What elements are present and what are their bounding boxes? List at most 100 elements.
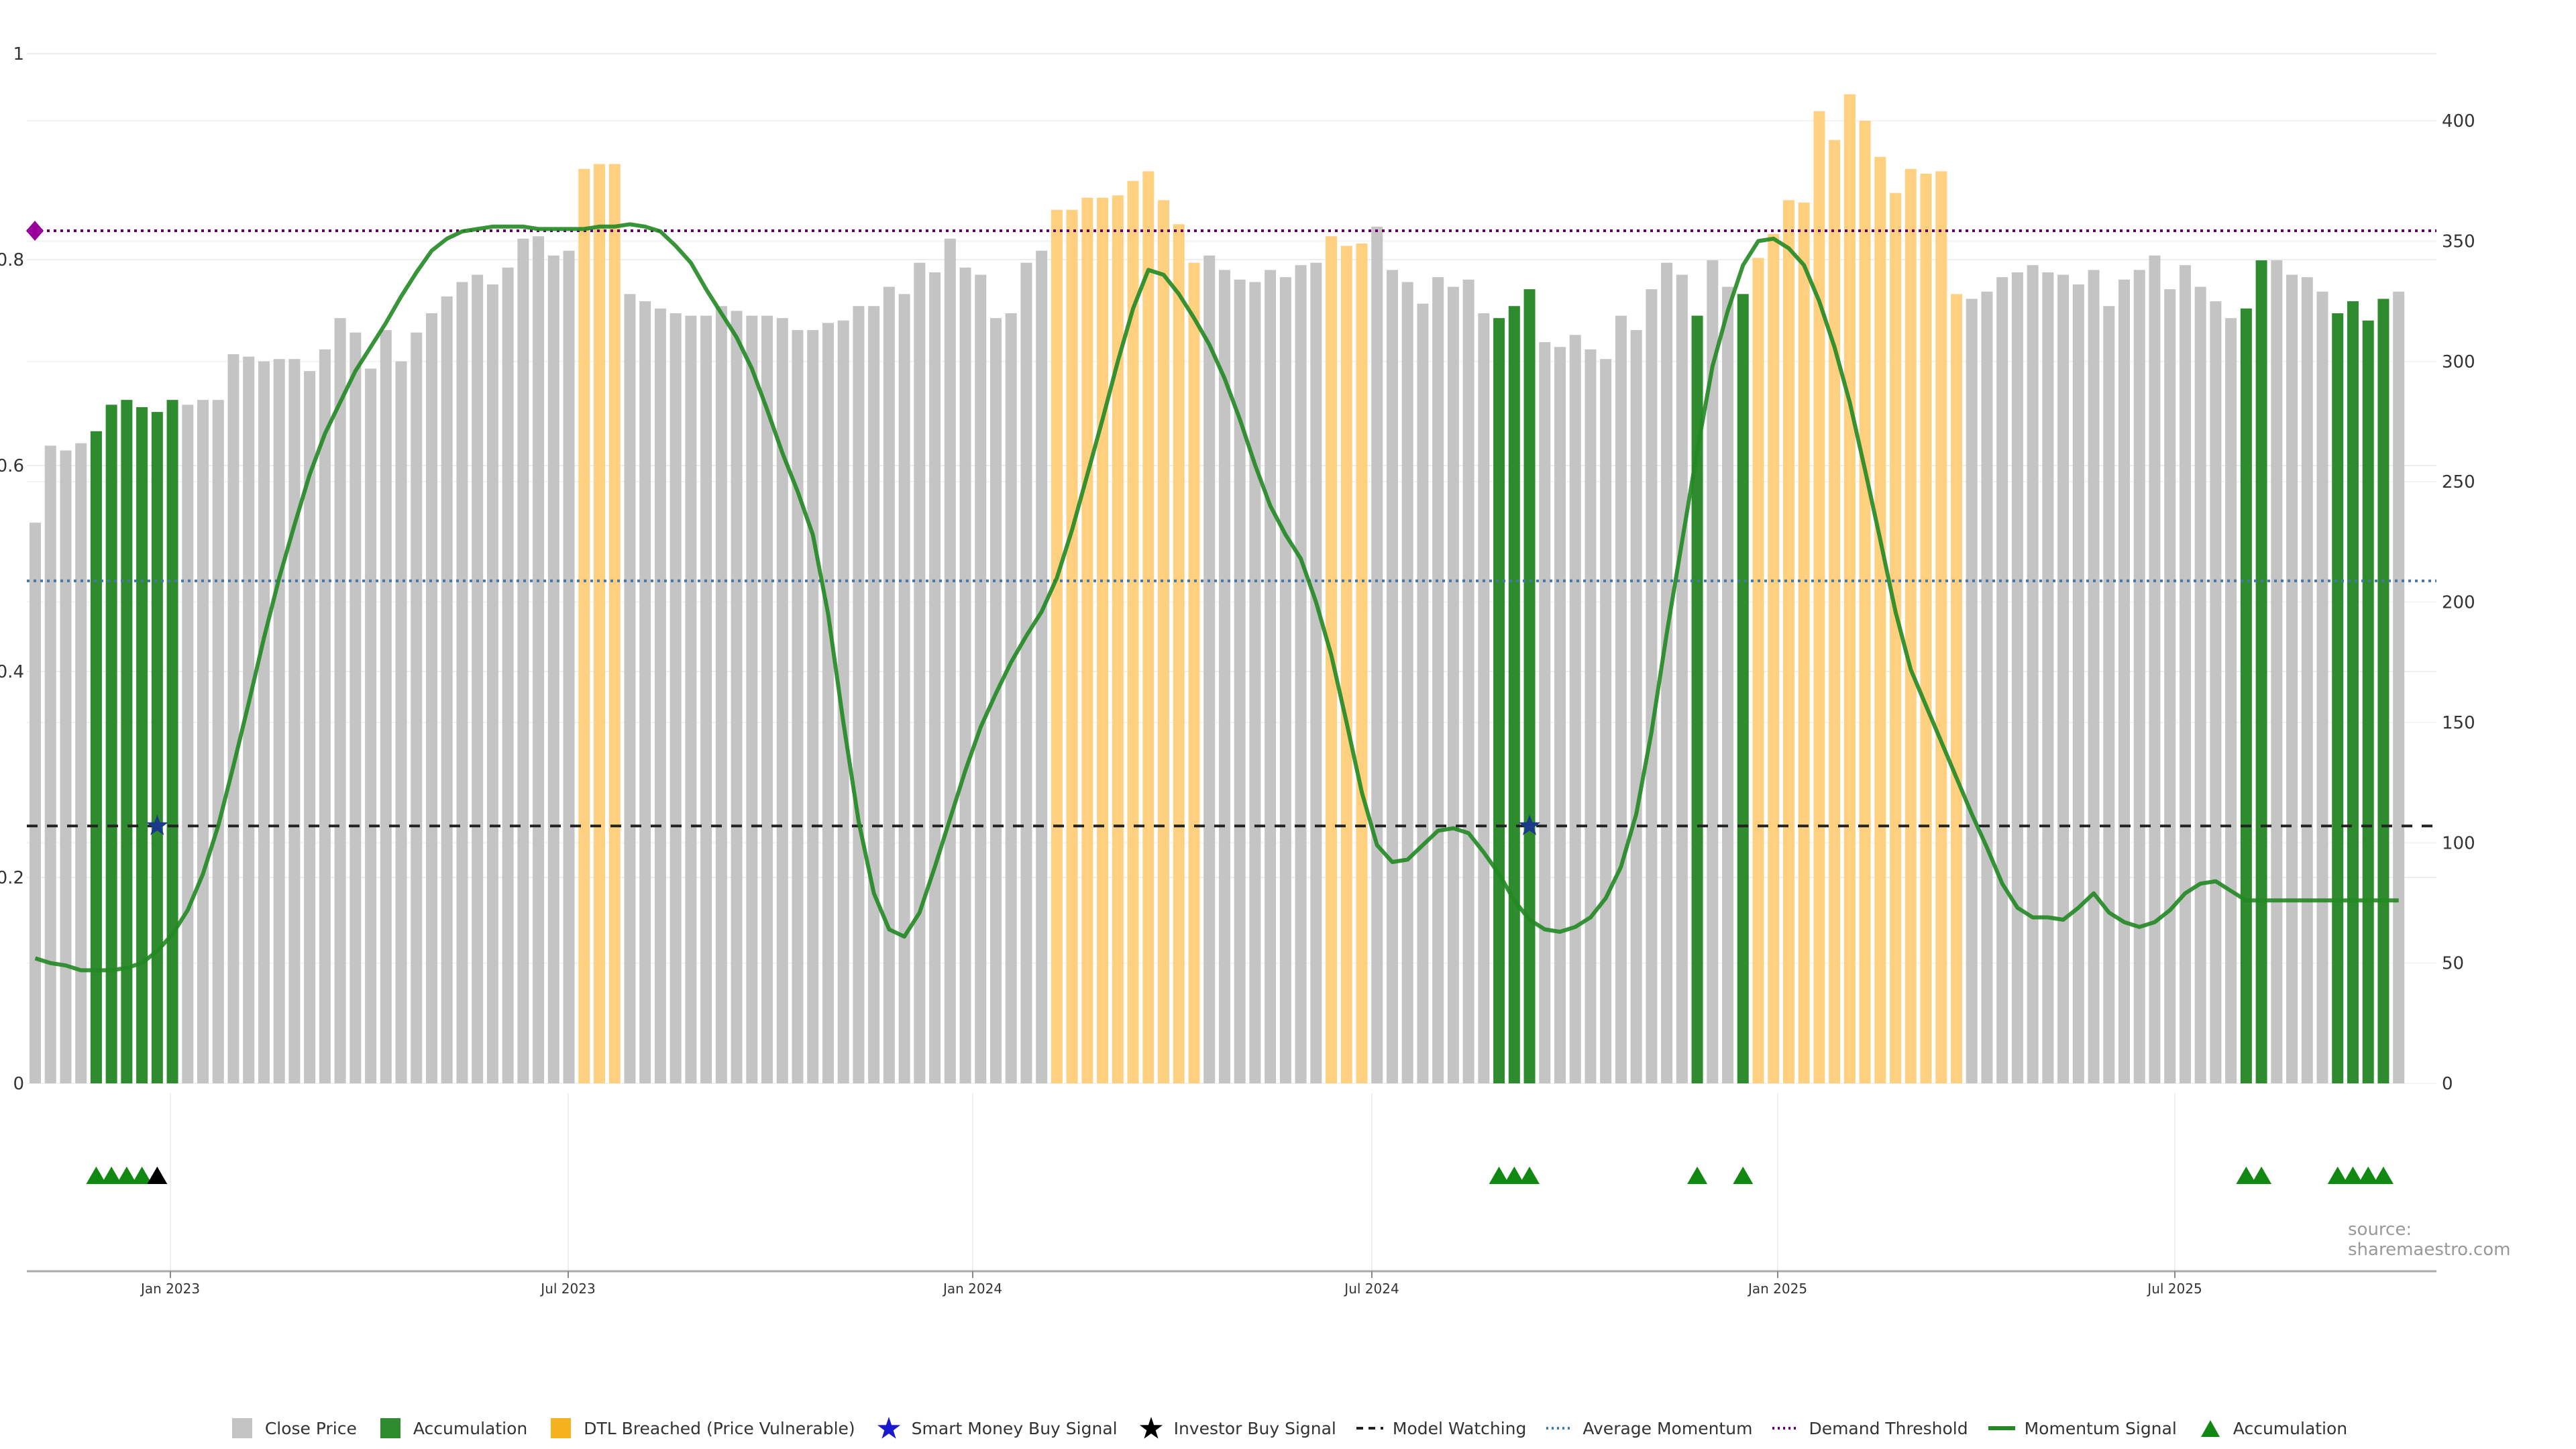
accumulation-triangle [131,1167,152,1184]
close-price-bar [2118,279,2131,1083]
left-tick-label: 1 [13,44,24,64]
legend-label: Momentum Signal [2024,1418,2177,1438]
left-tick-label: 0.6 [0,456,24,476]
close-price-bar [350,332,362,1084]
close-price-bar [2057,274,2070,1084]
accumulation-triangle [1504,1167,1525,1184]
close-price-bar [1432,277,1444,1083]
close-price-bar [1310,262,1322,1084]
close-price-bar [2149,255,2161,1083]
close-price-bar [989,318,1002,1083]
dtl-breached-bar [1356,243,1368,1083]
close-price-bar [1707,260,1719,1084]
legend-label: Investor Buy Signal [1173,1418,1336,1438]
right-tick-label: 50 [2442,954,2464,974]
close-price-bar [1630,330,1642,1083]
dtl-breached-bar [1127,180,1139,1083]
close-price-bar [1462,279,1474,1083]
square-legend-icon [380,1418,400,1438]
close-price-bar [731,311,743,1084]
legend-label: Average Momentum [1582,1418,1753,1438]
bars [30,94,2405,1084]
close-price-bar [1996,277,2008,1083]
square-legend-icon [551,1418,572,1438]
legend-item: Accumulation [377,1417,527,1440]
legend-item: Momentum Signal [1988,1417,2177,1440]
right-tick-label: 200 [2442,593,2475,613]
close-price-bar [273,359,285,1083]
accumulation-triangle [2343,1167,2363,1184]
legend-item: Accumulation [2197,1417,2347,1440]
dot-legend-icon [1772,1427,1800,1430]
close-price-bar [624,294,636,1083]
dtl-breached-bar [1920,173,1932,1083]
smart-money-buy-star [146,814,168,835]
close-price-bar [2133,270,2145,1083]
close-price-bar [212,400,224,1083]
line-legend-icon [1988,1426,2015,1430]
close-price-bar [1615,315,1627,1083]
close-price-bar [533,236,545,1084]
close-price-bar [1005,313,1017,1083]
legend-label: Close Price [264,1418,357,1438]
dtl-breached-bar [1950,294,1962,1083]
accumulation-bar [105,405,117,1083]
close-price-bar [1036,250,1048,1084]
close-price-bar [1600,359,1612,1083]
dtl-breached-bar [1188,262,1200,1084]
close-price-bar [258,361,270,1083]
close-price-bar [1417,303,1429,1083]
dtl-breached-bar [1874,156,1886,1083]
dtl-breached-bar [578,168,590,1083]
star-legend-icon [1139,1417,1163,1439]
right-tick-label: 300 [2442,352,2475,372]
close-price-bar [929,272,941,1084]
accumulation-bar [136,407,148,1083]
accumulation-bar [1523,289,1536,1083]
close-price-bar [288,359,301,1083]
x-tick-label: Jan 2023 [140,1281,200,1297]
dtl-breached-bar [1097,197,1109,1083]
legend-label: Accumulation [413,1418,528,1438]
dtl-breached-bar [1340,246,1352,1083]
close-price-bar [944,238,956,1084]
close-price-bar [1981,291,1993,1083]
dtl-breached-bar [1158,200,1170,1084]
close-price-bar [2027,265,2039,1083]
close-price-bar [441,296,453,1084]
dtl-breached-bar [1813,111,1825,1083]
accumulation-triangle [101,1167,122,1184]
dtl-breached-bar [1782,200,1794,1084]
dtl-breached-bar [1173,224,1185,1084]
close-price-bar [1386,270,1398,1083]
accumulation-triangle [116,1167,137,1184]
close-price-bar [380,330,392,1083]
dtl-breached-bar [1843,94,1856,1084]
accumulation-triangle [1489,1167,1509,1184]
legend-item: Model Watching [1356,1417,1527,1440]
close-price-bar [75,443,87,1083]
close-price-bar [425,313,437,1083]
close-price-bar [563,250,575,1084]
right-tick-label: 150 [2442,713,2475,733]
close-price-bar [1539,342,1551,1083]
square-legend-icon [231,1418,252,1438]
accumulation-triangle [2236,1167,2257,1184]
accumulation-bar [151,412,163,1083]
accumulation-bar [121,400,133,1083]
close-price-bar [761,315,773,1083]
legend: Close Price Accumulation DTL Breached (Pri… [0,1417,2576,1440]
accumulation-bar [1508,306,1520,1083]
accumulation-triangle [2358,1167,2379,1184]
close-price-bar [2225,318,2237,1083]
close-price-bar [44,445,56,1083]
dtl-breached-bar [608,164,621,1084]
dtl-breached-bar [1112,195,1124,1083]
close-price-bar [1279,277,1291,1083]
close-price-bar [1722,286,1734,1084]
legend-label: Model Watching [1392,1418,1527,1438]
close-price-bar [776,318,788,1083]
left-tick-label: 0.4 [0,662,24,682]
close-price-bar [654,308,666,1084]
close-price-bar [1371,226,1383,1084]
